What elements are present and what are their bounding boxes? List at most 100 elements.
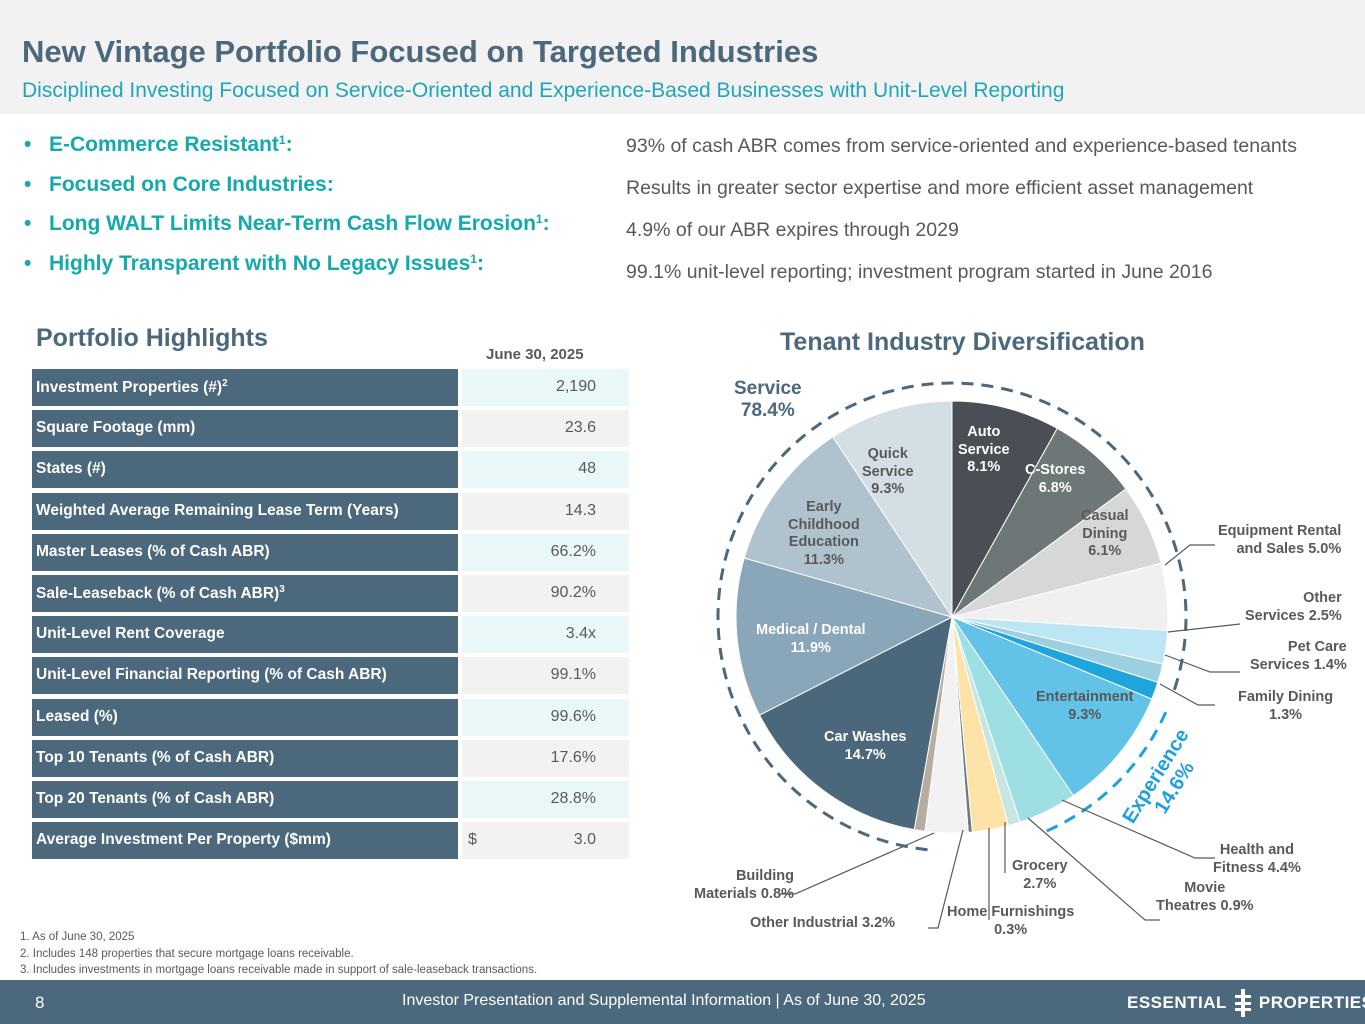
row-label: Sale-Leaseback (% of Cash ABR)3: [32, 575, 458, 612]
footnote-ref: 1: [535, 212, 543, 226]
footnote-ref: 2: [222, 378, 228, 389]
chart-title: Tenant Industry Diversification: [780, 328, 1145, 356]
row-value-text: 28.8%: [550, 790, 596, 807]
service-group-arc: [716, 381, 1188, 852]
row-label: Top 20 Tenants (% of Cash ABR): [32, 781, 458, 818]
pie-label: Family Dining 1.3%: [1238, 689, 1333, 724]
bullet-dot-icon: •: [24, 133, 32, 156]
row-value-text: 3.0: [573, 831, 596, 849]
pie-label-name: Service: [958, 441, 1010, 458]
footer: 8 Investor Presentation and Supplemental…: [0, 980, 1365, 1024]
pie-label-name: Materials 0.8%: [694, 885, 794, 902]
pie-label-value: 1.3%: [1269, 706, 1303, 723]
row-value-text: 3.4x: [565, 625, 596, 643]
experience-group-arc: [1039, 711, 1168, 836]
pie-label-value: 9.3%: [871, 481, 905, 497]
pie-label-name: Quick: [867, 446, 908, 462]
logo-word-1: ESSENTIAL: [1127, 993, 1227, 1012]
leader-line: [780, 832, 935, 895]
row-value: 17.6%: [462, 739, 629, 777]
pie-label-name: Early: [806, 499, 842, 515]
row-label: Investment Properties (#)2: [32, 369, 458, 406]
pie-label-name: Service: [862, 463, 914, 480]
pie-label: Other Industrial 3.2%: [750, 915, 895, 933]
table-row: Master Leases (% of Cash ABR) 66.2%: [32, 533, 629, 571]
pie-label-name: Dining: [1082, 525, 1128, 542]
pie-label-value: 8.1%: [967, 459, 1001, 475]
leader-line: [1164, 654, 1240, 673]
row-value: 23.6: [462, 410, 629, 448]
row-label: States (#): [32, 451, 458, 489]
table-row: Unit-Level Rent Coverage 3.4x: [32, 616, 629, 654]
bullet-dot-icon: •: [24, 251, 32, 275]
pie-label: Pet Care Services 1.4%: [1250, 639, 1347, 674]
pie-label-name: Entertainment: [1036, 689, 1134, 705]
row-value: 90.2%: [462, 575, 629, 612]
row-value-text: 99.1%: [550, 666, 596, 684]
pie-label-name: Building: [735, 868, 794, 884]
pie-label: Movie Theatres 0.9%: [1156, 880, 1254, 915]
pie-label-name: Home Furnishings: [947, 904, 1075, 920]
row-label-text: Square Footage (mm): [36, 419, 196, 437]
pie-label-name: Equipment Rental: [1218, 523, 1342, 539]
bullet-colon: :: [285, 133, 293, 156]
row-label-text: Unit-Level Financial Reporting (% of Cas…: [36, 666, 387, 684]
pie-slice-auto-service: [951, 400, 1058, 619]
bullet-item: • E-Commerce Resistant 1:: [24, 133, 550, 173]
pie-label-name: Movie: [1184, 880, 1226, 896]
footnote: 1. As of June 30, 2025: [20, 931, 135, 943]
row-label: Unit-Level Financial Reporting (% of Cas…: [32, 657, 458, 695]
bullet-dot-icon: •: [24, 212, 32, 235]
bullet-text: Focused on Core Industries: [49, 172, 327, 196]
pie-label-name: Theatres 0.9%: [1156, 897, 1254, 914]
pie-label-name: Medical / Dental: [756, 622, 866, 638]
footnote-ref: 1: [470, 251, 477, 266]
pie-slice-car-washes: [758, 616, 953, 831]
leader-line: [1164, 544, 1215, 566]
row-value: $3.0: [462, 822, 629, 860]
row-label-text: Top 20 Tenants (% of Cash ABR): [36, 790, 275, 807]
header: New Vintage Portfolio Focused on Targete…: [0, 0, 1365, 114]
row-value-text: 99.6%: [550, 707, 596, 725]
row-label: Square Footage (mm): [32, 410, 458, 448]
pie-label-name: Auto: [967, 424, 1001, 440]
row-value: 3.4x: [462, 616, 629, 654]
footnote-ref: 1: [278, 133, 286, 147]
pie-label: Casual Dining 6.1%: [1081, 508, 1129, 561]
leader-line: [928, 829, 964, 929]
pie-label-name: Family Dining: [1238, 689, 1334, 705]
leader-line: [1167, 623, 1241, 633]
row-value-text: 90.2%: [550, 584, 596, 601]
bullet-item: • Focused on Core Industries:: [24, 173, 550, 213]
row-label: Master Leases (% of Cash ABR): [32, 533, 458, 571]
pie-label-name: Health and: [1219, 842, 1294, 858]
row-label: Average Investment Per Property ($mm): [32, 822, 458, 860]
row-label-text: Weighted Average Remaining Lease Term (Y…: [36, 501, 399, 519]
table-row: Unit-Level Financial Reporting (% of Cas…: [32, 657, 629, 695]
pie-label-name: and Sales 5.0%: [1236, 540, 1342, 557]
page-title: New Vintage Portfolio Focused on Targete…: [22, 34, 819, 69]
pie-label: Quick Service 9.3%: [862, 446, 914, 499]
pie-label-name: C-Stores: [1025, 462, 1086, 478]
bullet-colon: :: [542, 212, 550, 235]
row-label-text: Leased (%): [36, 707, 118, 725]
bullet-text: Long WALT Limits Near-Term Cash Flow Ero…: [49, 212, 536, 235]
row-label-text: Unit-Level Rent Coverage: [36, 625, 225, 643]
pie-label-name: Grocery: [1012, 858, 1068, 874]
table-row: States (#) 48: [32, 451, 629, 489]
pie-label-value: 2.7%: [1023, 875, 1057, 892]
row-value: 2,190: [462, 369, 629, 406]
row-value: 14.3: [462, 492, 629, 530]
pie-label: Equipment Rental and Sales 5.0%: [1218, 523, 1341, 558]
table-row: Average Investment Per Property ($mm) $3.…: [32, 822, 629, 860]
pie-label-name: Other Industrial 3.2%: [750, 915, 896, 931]
row-label-text: Investment Properties (#): [36, 379, 223, 397]
pie-label-name: Casual: [1081, 508, 1129, 524]
row-value-text: 66.2%: [550, 542, 596, 560]
table-row: Investment Properties (#)2 2,190: [32, 369, 629, 406]
pie-label: Car Washes 14.7%: [824, 729, 906, 764]
pie-label: C-Stores 6.8%: [1025, 462, 1085, 497]
table-row: Top 10 Tenants (% of Cash ABR) 17.6%: [32, 739, 629, 777]
pie-label: Health and Fitness 4.4%: [1213, 842, 1301, 877]
